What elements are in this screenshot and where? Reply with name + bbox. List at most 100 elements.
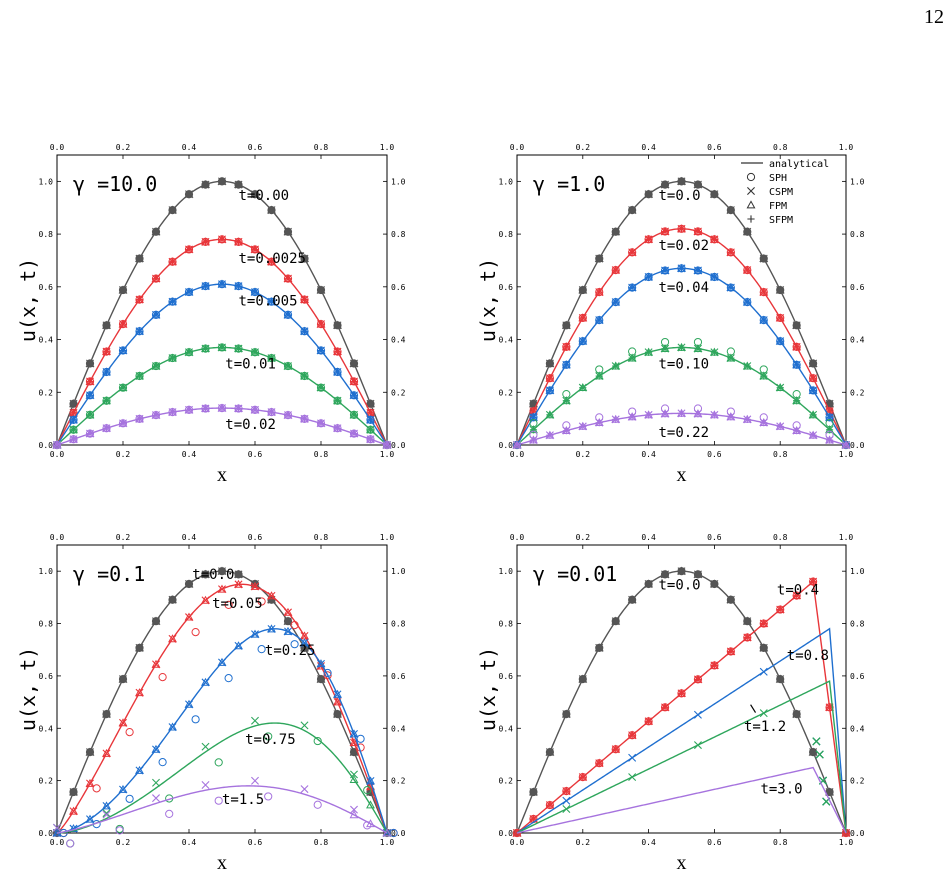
overlap-point [612, 228, 620, 236]
fpm-point [135, 688, 144, 697]
y-tick-label-right: 1.0 [850, 567, 865, 576]
overlap-point [809, 359, 817, 368]
series-gray [52, 566, 392, 838]
overlap-point [694, 570, 702, 579]
y-tick-label-right: 0.2 [850, 388, 865, 397]
overlap-point [69, 788, 78, 796]
sph-point [158, 758, 167, 767]
sph-point [759, 413, 768, 422]
y-tick-label: 0.2 [499, 388, 514, 397]
analytical-curve [516, 766, 847, 834]
y-tick-label-right: 0.8 [850, 620, 865, 629]
overlap-point [661, 181, 669, 189]
sfpm-point [743, 266, 751, 274]
fpm-point [349, 775, 359, 784]
legend-swatch [746, 172, 756, 182]
cspm-point [693, 741, 702, 750]
y-axis-label: u(x, t) [476, 258, 500, 342]
y-tick-label-right: 0.0 [850, 441, 865, 450]
sfpm-point [383, 441, 391, 449]
cspm-point [251, 776, 259, 785]
overlap-point [218, 567, 226, 575]
sfpm-point [119, 384, 127, 392]
x-tick-label: 1.0 [380, 450, 395, 459]
y-tick-label-right: 0.2 [850, 777, 865, 786]
overlap-point [776, 286, 784, 294]
overlap-point [366, 400, 375, 408]
sfpm-point [135, 295, 144, 304]
y-tick-label-right: 0.0 [391, 441, 406, 450]
sfpm-point [119, 320, 127, 328]
series-gray [512, 566, 851, 838]
plot-frame [56, 544, 388, 834]
fpm-point [366, 819, 375, 828]
sph-point [726, 407, 735, 416]
sph-point [313, 736, 322, 746]
y-tick-label: 1.0 [499, 567, 514, 576]
legend: analytical SPH CSPM FPM SFPM [741, 159, 829, 226]
sph-point [257, 645, 266, 654]
overlap-point [284, 617, 292, 625]
panel-title: γ =1.0 [533, 172, 605, 196]
sfpm-point [628, 248, 636, 256]
overlap-point [743, 617, 751, 625]
analytical-curve [516, 180, 847, 446]
x-tick-label: 0.8 [314, 838, 329, 847]
cspm-point [693, 710, 702, 719]
fpm-point [85, 814, 95, 823]
x-tick-label: 0.0 [50, 450, 65, 459]
sfpm-point [168, 408, 177, 416]
sfpm-point [86, 411, 94, 419]
sfpm-point [793, 343, 801, 351]
series-blue [52, 279, 392, 450]
sfpm-point [562, 397, 570, 405]
x-tick-label-top: 0.6 [707, 143, 722, 152]
cspm-point [152, 778, 160, 787]
sfpm-point [546, 801, 554, 809]
sfpm-point [317, 346, 325, 355]
y-tick-label: 0.0 [39, 829, 54, 838]
sph-point [214, 796, 223, 805]
y-tick-label-right: 1.0 [391, 567, 406, 576]
overlap-point [350, 359, 358, 368]
sfpm-point [595, 288, 603, 296]
analytical-curve [516, 627, 847, 834]
fpm-point [349, 729, 359, 738]
sph-point [165, 809, 174, 818]
sfpm-point [201, 345, 210, 353]
sfpm-point [152, 311, 160, 319]
sfpm-point [546, 411, 554, 419]
overlap-point [710, 580, 719, 588]
fpm-point [267, 624, 276, 633]
sfpm-point [595, 759, 603, 767]
fpm-point [168, 722, 177, 731]
time-label: t=1.2 [744, 719, 786, 735]
sfpm-point [251, 348, 259, 356]
fpm-point [184, 612, 194, 621]
x-tick-label: 0.2 [576, 450, 591, 459]
sph-point [363, 821, 372, 830]
sfpm-point [119, 346, 127, 355]
sfpm-point [218, 404, 226, 412]
fpm-point [234, 641, 243, 650]
cspm-point [759, 709, 768, 718]
sfpm-point [300, 327, 309, 335]
x-tick-label: 0.0 [510, 450, 525, 459]
fpm-point [184, 699, 194, 708]
fpm-point [333, 697, 342, 706]
time-label: t=0.0 [192, 567, 234, 583]
analytical-curve [516, 680, 847, 834]
sfpm-point [284, 411, 292, 419]
sph-point [191, 715, 200, 724]
sfpm-point [366, 426, 375, 434]
legend-label: SPH [769, 173, 787, 184]
sph-point [125, 794, 134, 803]
overlap-point [152, 617, 160, 625]
sfpm-point [86, 391, 94, 399]
overlap-point [185, 190, 193, 198]
sfpm-point [776, 314, 784, 322]
y-tick-label: 0.6 [39, 672, 54, 681]
sph-point [191, 628, 200, 637]
sfpm-point [185, 245, 193, 254]
sfpm-point [743, 633, 751, 642]
